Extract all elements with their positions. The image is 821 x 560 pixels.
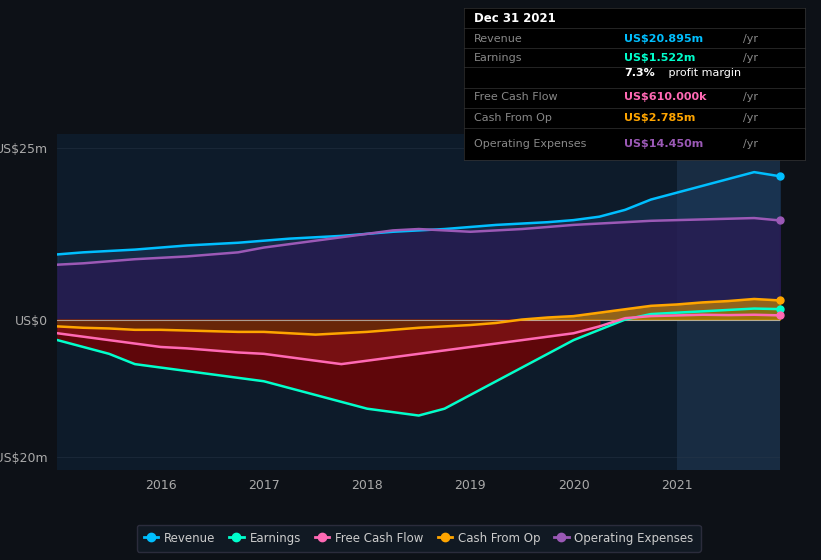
Text: /yr: /yr [743,92,759,102]
Text: profit margin: profit margin [665,68,741,78]
Legend: Revenue, Earnings, Free Cash Flow, Cash From Op, Operating Expenses: Revenue, Earnings, Free Cash Flow, Cash … [136,525,701,552]
Text: US$14.450m: US$14.450m [624,139,704,148]
Bar [677,134,780,470]
Text: Free Cash Flow: Free Cash Flow [474,92,557,102]
Text: US$20.895m: US$20.895m [624,34,703,44]
Text: US$2.785m: US$2.785m [624,113,695,123]
Text: Earnings: Earnings [474,53,523,63]
Text: /yr: /yr [743,113,759,123]
Text: Cash From Op: Cash From Op [474,113,552,123]
Text: Operating Expenses: Operating Expenses [474,139,586,148]
Text: US$1.522m: US$1.522m [624,53,695,63]
Text: Revenue: Revenue [474,34,523,44]
Text: 7.3%: 7.3% [624,68,655,78]
Text: US$610.000k: US$610.000k [624,92,707,102]
Text: Dec 31 2021: Dec 31 2021 [474,12,556,25]
Text: /yr: /yr [743,139,759,148]
Text: /yr: /yr [743,34,759,44]
Text: /yr: /yr [743,53,759,63]
